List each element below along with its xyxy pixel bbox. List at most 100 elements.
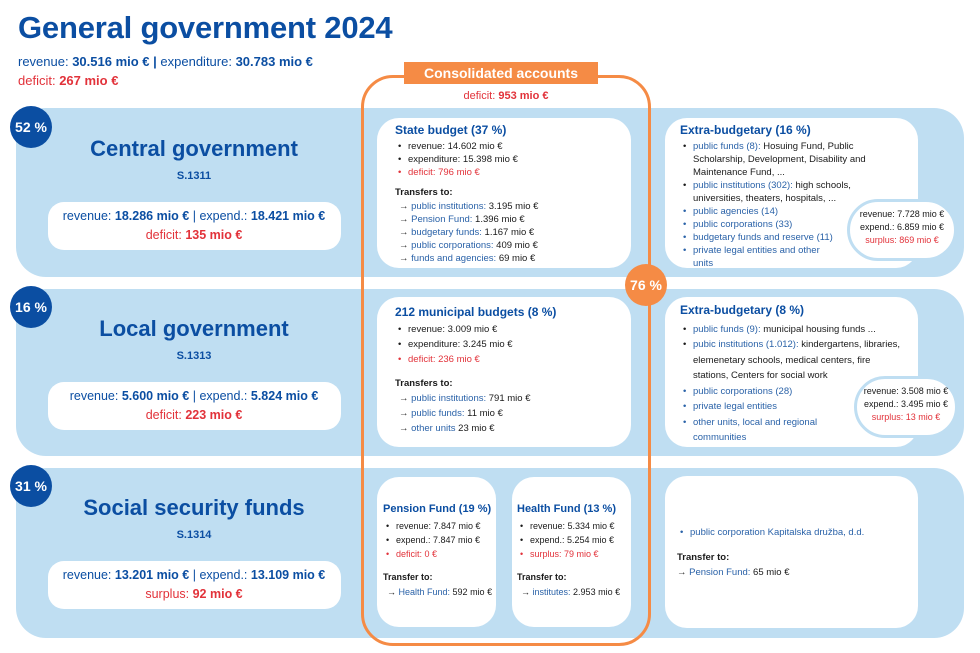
list-item: expenditure: 15.398 mio € xyxy=(395,153,631,166)
transfer-amount: 11 mio € xyxy=(464,408,503,419)
transfer-item: → Pension Fund: 65 mio € xyxy=(677,566,918,580)
sector-name: Local government xyxy=(99,316,289,341)
list-item: private legal entities and other units xyxy=(680,244,840,270)
expenditure-label: expenditure: xyxy=(160,54,236,69)
separator: | xyxy=(189,209,200,223)
transfers-title: Transfer to: xyxy=(677,552,730,563)
card-health-fund: Health Fund (13 %) revenue: 5.334 mio € … xyxy=(512,477,631,627)
transfer-target: public institutions: xyxy=(411,201,487,212)
bubble-expend: expend.: 6.859 mio € xyxy=(859,222,945,232)
transfer-item: → public institutions: 791 mio € xyxy=(395,391,631,406)
expend-label: expend.: xyxy=(199,568,251,582)
transfer-amount: 791 mio € xyxy=(486,393,531,404)
list-item: deficit: 236 mio € xyxy=(395,352,631,367)
revenue-value: 18.286 mio € xyxy=(114,209,190,223)
sector-central: Central government S.1311 revenue: 18.28… xyxy=(34,136,354,250)
consolidated-accounts-label: Consolidated accounts xyxy=(404,62,598,84)
share-badge-social: 31 % xyxy=(10,465,52,507)
expend-value: 5.824 mio € xyxy=(250,389,319,403)
transfer-item: → other units 23 mio € xyxy=(395,421,631,436)
transfer-target: budgetary funds: xyxy=(411,227,482,238)
deficit-label: deficit: xyxy=(463,90,499,102)
transfers-title: Transfers to: xyxy=(395,378,453,389)
deficit-label: deficit: xyxy=(18,73,60,88)
transfer-item: → public institutions: 3.195 mio € xyxy=(395,200,631,213)
expenditure-value: 30.783 mio € xyxy=(235,54,313,69)
balance-label: deficit: xyxy=(145,408,186,422)
deficit-value: 953 mio € xyxy=(498,90,549,102)
item-text: Hosuing Fund, Public Scholarship, Develo… xyxy=(693,141,866,178)
transfer-amount: 69 mio € xyxy=(496,253,536,264)
deficit-value: 267 mio € xyxy=(59,73,119,88)
list-item: public funds (8): Hosuing Fund, Public S… xyxy=(680,140,890,179)
separator: | xyxy=(149,54,161,69)
revenue-value: 5.600 mio € xyxy=(121,389,190,403)
bubble-expend: expend.: 3.495 mio € xyxy=(863,399,949,409)
item-text: high schools, universities, theaters, ho… xyxy=(693,180,851,204)
transfer-target: Pension Fund: xyxy=(411,214,473,225)
revenue-label: revenue: xyxy=(18,54,73,69)
sector-name: Social security funds xyxy=(83,495,305,520)
revenue-label: revenue: xyxy=(62,209,115,223)
arrow-right-icon: → xyxy=(399,423,409,434)
list-item: revenue: 7.847 mio € xyxy=(383,519,496,533)
item-text: municipal housing funds ... xyxy=(760,323,876,335)
transfer-target: funds and agencies: xyxy=(411,253,497,264)
separator: | xyxy=(189,389,200,403)
transfer-target: institutes: xyxy=(532,587,571,597)
transfer-amount: 1.167 mio € xyxy=(481,227,535,238)
revenue-label: revenue: xyxy=(62,568,115,582)
card-title: Extra-budgetary (8 %) xyxy=(680,303,805,317)
list-item: public agencies (14) xyxy=(680,205,880,218)
arrow-right-icon: → xyxy=(399,201,409,212)
transfer-amount: 65 mio € xyxy=(750,567,790,578)
arrow-right-icon: → xyxy=(399,253,409,264)
card-municipal-budgets: 212 municipal budgets (8 %) revenue: 3.0… xyxy=(377,297,631,447)
expend-value: 13.109 mio € xyxy=(250,568,326,582)
transfer-item: → public corporations: 409 mio € xyxy=(395,239,631,252)
transfer-item: → funds and agencies: 69 mio € xyxy=(395,252,631,265)
transfer-target: other units xyxy=(411,423,456,434)
transfer-item: → institutes: 2.953 mio € xyxy=(517,585,631,599)
arrow-right-icon: → xyxy=(399,214,409,225)
item-link-text: public institutions (302): xyxy=(693,180,793,191)
list-item: other units, local and regional communit… xyxy=(680,415,830,446)
sector-local: Local government S.1313 revenue: 5.600 m… xyxy=(34,316,354,430)
list-item: deficit: 796 mio € xyxy=(395,166,631,179)
list-item: pubic institutions (1.012): kindergarten… xyxy=(680,337,908,384)
transfers-title: Transfer to: xyxy=(517,572,567,582)
arrow-right-icon: → xyxy=(399,408,409,419)
sector-name: Central government xyxy=(90,136,298,161)
arrow-right-icon: → xyxy=(387,587,396,597)
revenue-label: revenue: xyxy=(69,389,122,403)
card-title: State budget (37 %) xyxy=(395,123,507,137)
list-item: public funds (9): municipal housing fund… xyxy=(680,322,908,338)
list-item: private legal entities xyxy=(680,399,908,415)
list-item: deficit: 0 € xyxy=(383,547,496,561)
item-link-text: pubic institutions (1.012): xyxy=(693,339,799,350)
balance-label: deficit: xyxy=(145,228,186,242)
share-badge-local: 16 % xyxy=(10,286,52,328)
transfer-target: Health Fund: xyxy=(398,587,451,597)
sector-code: S.1314 xyxy=(176,529,212,541)
consolidated-deficit: deficit: 953 mio € xyxy=(361,90,651,102)
balance-value: 92 mio € xyxy=(192,587,243,601)
transfer-amount: 3.195 mio € xyxy=(486,201,539,212)
arrow-right-icon: → xyxy=(677,567,687,578)
expend-label: expend.: xyxy=(199,209,251,223)
card-social-extra: public corporation Kapitalska družba, d.… xyxy=(665,476,918,628)
sector-summary: revenue: 5.600 mio € | expend.: 5.824 mi… xyxy=(47,382,341,430)
revenue-value: 13.201 mio € xyxy=(114,568,190,582)
bubble-balance: surplus: 869 mio € xyxy=(865,235,939,245)
transfer-amount: 409 mio € xyxy=(493,240,538,251)
sector-code: S.1311 xyxy=(176,170,212,182)
transfer-item: → Health Fund: 592 mio € xyxy=(383,585,496,599)
local-extra-summary-bubble: revenue: 3.508 mio € expend.: 3.495 mio … xyxy=(854,376,958,438)
expend-label: expend.: xyxy=(199,389,251,403)
card-title: Health Fund (13 %) xyxy=(517,503,617,515)
list-item: revenue: 3.009 mio € xyxy=(395,322,631,337)
transfers-title: Transfers to: xyxy=(395,187,453,198)
general-summary: revenue: 30.516 mio € | expenditure: 30.… xyxy=(18,52,313,90)
page-title: General government 2024 xyxy=(18,10,393,45)
separator: | xyxy=(189,568,200,582)
